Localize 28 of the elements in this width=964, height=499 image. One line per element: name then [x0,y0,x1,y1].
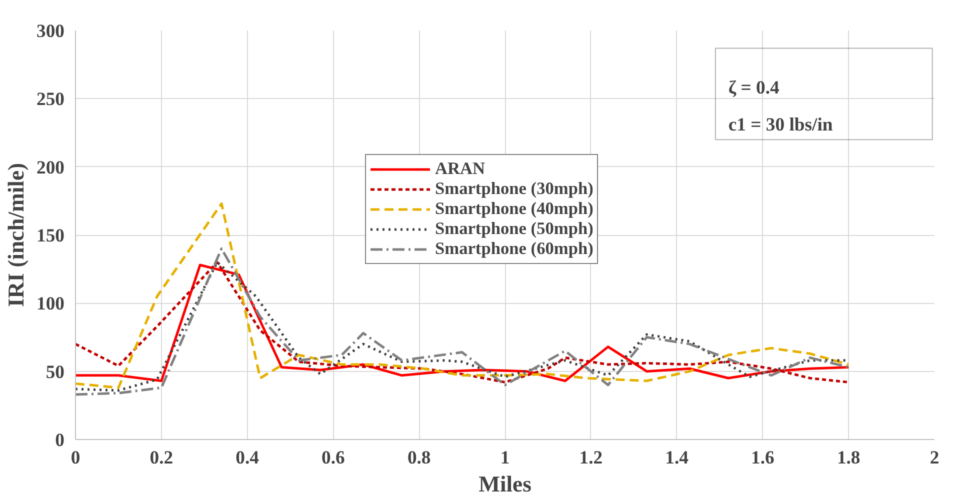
x-tick-label: 1.2 [579,448,603,468]
x-tick-label: 0 [70,448,80,468]
y-tick-label: 0 [55,430,64,451]
annotation: ζ = 0.4 [728,78,780,99]
y-tick-label: 200 [36,157,64,178]
x-tick-label: 2 [930,448,940,468]
y-tick-label: 50 [46,362,64,383]
x-tick-label: 1.8 [836,448,860,468]
x-tick-label: 0.4 [236,448,259,468]
y-tick-label: 250 [36,89,64,110]
y-tick-label: 300 [36,21,64,42]
x-tick-label: 1.4 [665,448,688,468]
legend-label: ARAN [435,159,486,179]
x-tick-label: 0.8 [407,448,431,468]
x-tick-label: 0.6 [322,448,345,468]
legend-label: Smartphone (40mph) [435,199,594,219]
y-tick-label: 150 [36,226,64,246]
x-axis-title: Miles [478,472,532,496]
annotation: c1 = 30 lbs/in [728,114,834,136]
legend-label: Smartphone (50mph) [435,219,594,239]
y-axis-title: IRI (inch/mile) [4,162,29,308]
y-tick-label: 100 [36,294,64,315]
x-tick-label: 1 [500,448,510,468]
x-tick-label: 1.6 [751,448,774,468]
x-tick-label: 0.2 [150,448,174,468]
legend-label: Smartphone (30mph) [435,179,594,199]
line-series [76,202,850,389]
legend-label: Smartphone (60mph) [435,239,594,259]
